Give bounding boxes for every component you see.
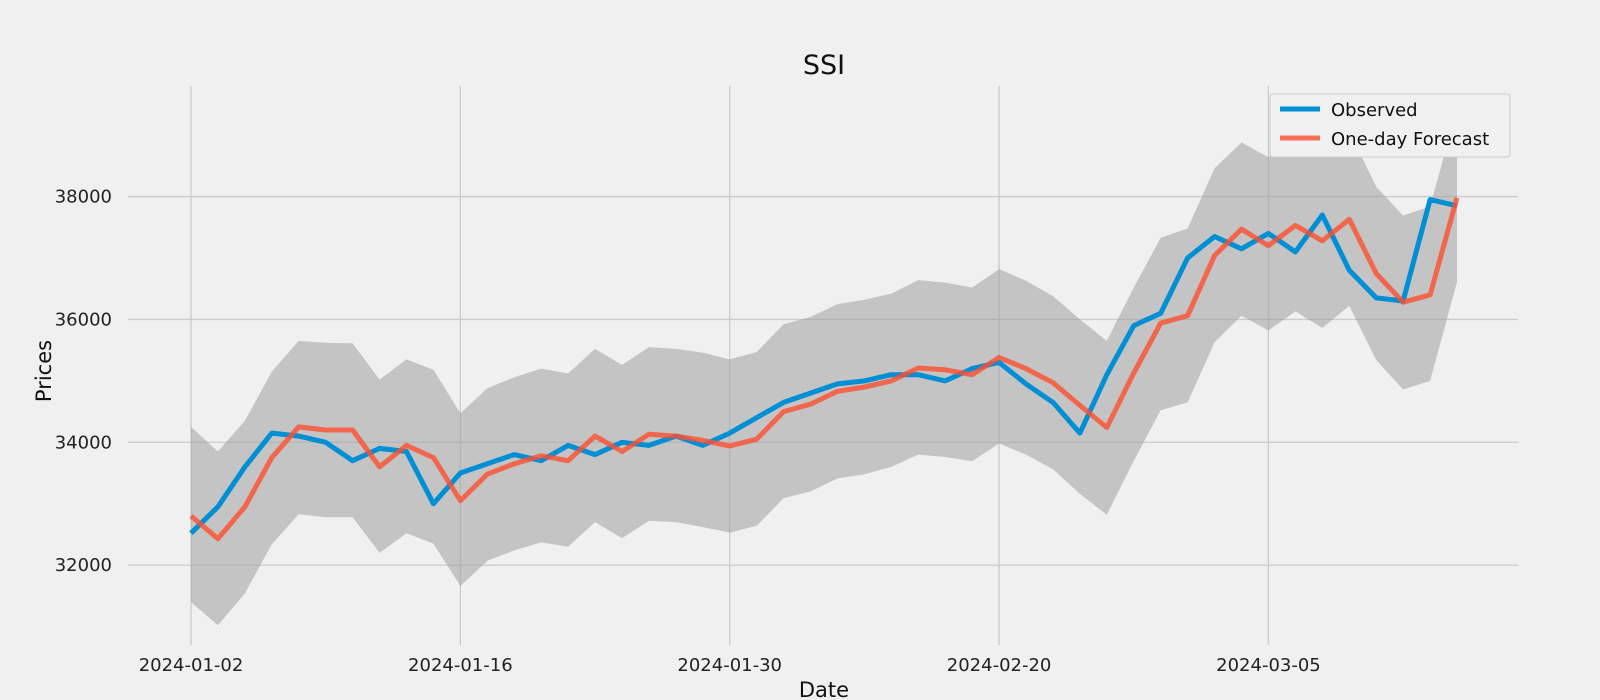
legend-box: [1269, 93, 1511, 158]
x-tick-label: 2024-01-30: [677, 655, 782, 676]
x-tick-label: 2024-02-20: [947, 655, 1052, 676]
confidence-band: [191, 109, 1457, 626]
confidence-band-area: [191, 109, 1457, 626]
y-tick-label: 32000: [55, 555, 112, 576]
y-tick-label: 36000: [55, 309, 112, 330]
forecast-line: [189, 197, 1460, 542]
x-axis-title: Date: [799, 678, 849, 700]
y-tick-label: 34000: [55, 432, 112, 453]
chart-title: SSI: [803, 50, 845, 81]
series-lines: [189, 197, 1460, 542]
y-tick-label: 38000: [55, 187, 112, 208]
x-tick-label: 2024-01-02: [139, 655, 244, 676]
y-tick-labels: 32000 34000 36000 38000: [55, 187, 112, 577]
legend-label-observed: Observed: [1331, 100, 1418, 121]
legend: Observed One-day Forecast: [1269, 93, 1511, 158]
x-tick-label: 2024-03-05: [1216, 655, 1321, 676]
y-axis-title: Prices: [32, 340, 56, 402]
x-tick-labels: 2024-01-02 2024-01-16 2024-01-30 2024-02-20…: [139, 655, 1321, 676]
x-tick-label: 2024-01-16: [408, 655, 513, 676]
legend-label-forecast: One-day Forecast: [1331, 129, 1489, 150]
